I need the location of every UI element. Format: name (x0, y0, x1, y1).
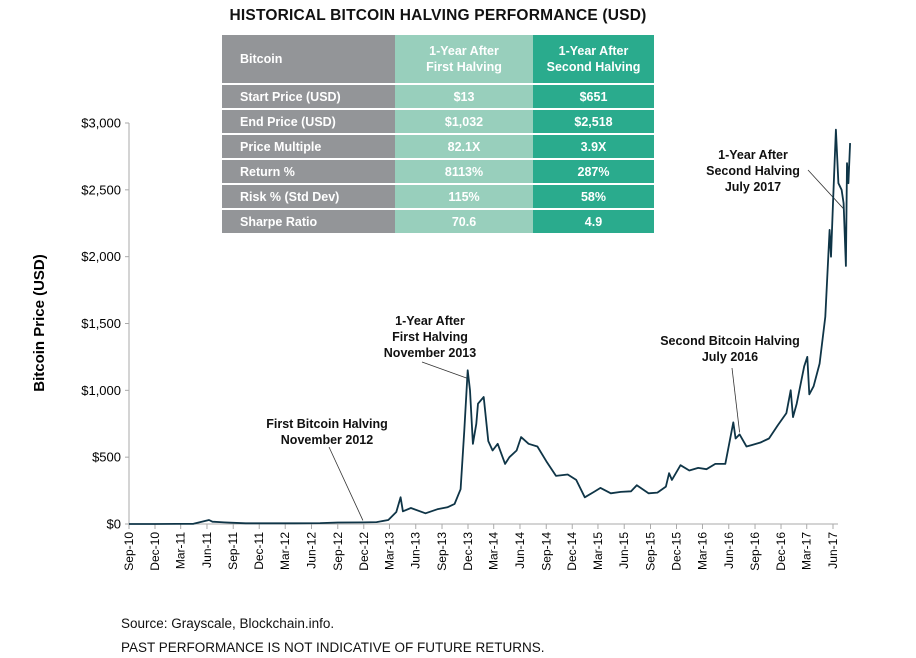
table-cell: Start Price (USD) (222, 84, 395, 110)
table-cell: 287% (533, 159, 654, 185)
x-tick-label: Jun-16 (722, 532, 736, 569)
x-tick-label: Dec-12 (357, 532, 371, 571)
y-tick-label: $500 (92, 450, 121, 465)
annotation-one-year-after-first: 1-Year After First Halving November 2013 (365, 313, 495, 361)
price-line (129, 128, 851, 525)
table-row: Start Price (USD) $13 $651 (222, 84, 654, 110)
header-line: First Halving (426, 60, 502, 74)
x-tick-label: Sep-14 (539, 532, 553, 571)
x-tick-label: Jun-14 (513, 532, 527, 569)
table-row: Return % 8113% 287% (222, 159, 654, 185)
y-tick-label: $2,500 (81, 182, 121, 197)
table-cell: 82.1X (395, 134, 533, 160)
x-tick-label: Dec-14 (565, 532, 579, 571)
x-tick-label: Mar-15 (591, 532, 605, 570)
x-tick-label: Dec-15 (669, 532, 683, 571)
annotation-line: July 2017 (724, 180, 782, 194)
x-tick-label: Jun-13 (409, 532, 423, 569)
table-cell: 115% (395, 184, 533, 210)
table-cell: Risk % (Std Dev) (222, 184, 395, 210)
header-line: Second Halving (546, 60, 641, 74)
table-cell: Sharpe Ratio (222, 209, 395, 233)
annotation-one-year-after-second: 1-Year After Second Halving July 2017 (688, 147, 818, 195)
annotation-first-halving: First Bitcoin Halving November 2012 (262, 416, 392, 448)
table-cell: $13 (395, 84, 533, 110)
annotation-line: First Bitcoin Halving (266, 417, 388, 431)
table-cell: 3.9X (533, 134, 654, 160)
x-tick-label: Sep-13 (435, 532, 449, 571)
annotation-leader-line (328, 446, 364, 521)
y-tick-label: $3,000 (81, 116, 121, 131)
chart-title: HISTORICAL BITCOIN HALVING PERFORMANCE (… (229, 7, 647, 24)
x-tick-label: Jun-17 (826, 532, 840, 569)
annotation-line: November 2012 (280, 433, 374, 447)
annotation-leaders (328, 169, 845, 521)
header-line: 1-Year After (429, 44, 499, 58)
x-tick-label: Jun-12 (304, 532, 318, 569)
annotation-line: Second Bitcoin Halving (660, 334, 800, 348)
disclaimer: PAST PERFORMANCE IS NOT INDICATIVE OF FU… (121, 640, 545, 655)
annotation-line: Second Halving (706, 164, 800, 178)
annotation-line: First Halving (392, 330, 468, 344)
table-row: Sharpe Ratio 70.6 4.9 (222, 209, 654, 233)
table-cell: 70.6 (395, 209, 533, 233)
x-tick-label: Sep-11 (226, 532, 240, 570)
y-tick-label: $1,000 (81, 383, 121, 398)
x-tick-label: Dec-13 (461, 532, 475, 571)
table-cell: Price Multiple (222, 134, 395, 160)
annotation-line: 1-Year After (718, 148, 788, 162)
annotation-leader-line (807, 169, 845, 210)
x-tick-label: Mar-17 (800, 532, 814, 570)
table-cell: $1,032 (395, 109, 533, 135)
table-row: Price Multiple 82.1X 3.9X (222, 134, 654, 160)
header-line: Bitcoin (240, 52, 283, 66)
x-tick-label: Dec-16 (774, 532, 788, 571)
x-tick-label: Mar-16 (695, 532, 709, 570)
axes (125, 122, 838, 529)
halving-performance-table: Bitcoin 1-Year After First Halving 1-Year A… (222, 35, 654, 233)
table-header-cell: 1-Year After First Halving (395, 35, 533, 85)
table-cell: End Price (USD) (222, 109, 395, 135)
table-row: Risk % (Std Dev) 115% 58% (222, 184, 654, 210)
y-tick-label: $1,500 (81, 316, 121, 331)
table-cell: Return % (222, 159, 395, 185)
table-header-row: Bitcoin 1-Year After First Halving 1-Year A… (222, 35, 654, 85)
x-tick-label: Mar-14 (487, 532, 501, 570)
table-header-cell: Bitcoin (222, 35, 395, 85)
x-tick-label: Sep-15 (644, 532, 658, 571)
annotation-line: November 2013 (383, 346, 477, 360)
x-tick-label: Dec-10 (148, 532, 162, 571)
table-header-cell: 1-Year After Second Halving (533, 35, 654, 85)
y-tick-label: $0 (107, 517, 121, 532)
x-tick-label: Sep-16 (748, 532, 762, 571)
x-tick-label: Dec-11 (252, 532, 266, 570)
x-tick-label: Mar-11 (174, 532, 188, 569)
annotation-leader-line (421, 361, 468, 379)
table-cell: 8113% (395, 159, 533, 185)
y-tick-label: $2,000 (81, 249, 121, 264)
table-cell: 4.9 (533, 209, 654, 233)
annotation-second-halving: Second Bitcoin Halving July 2016 (650, 333, 810, 365)
table-cell: $651 (533, 84, 654, 110)
annotation-line: 1-Year After (395, 314, 465, 328)
tick-labels: $0 $500 $1,000 $1,500 $2,000 $2,500 $3,000 Sep-… (81, 116, 840, 571)
table-cell: $2,518 (533, 109, 654, 135)
x-tick-label: Jun-15 (617, 532, 631, 569)
annotation-leader-line (731, 367, 741, 433)
source-note: Source: Grayscale, Blockchain.info. (121, 616, 335, 631)
table-row: End Price (USD) $1,032 $2,518 (222, 109, 654, 135)
header-line: 1-Year After (558, 44, 629, 58)
annotation-line: July 2016 (701, 350, 759, 364)
x-tick-label: Sep-12 (331, 532, 345, 571)
y-axis-title: Bitcoin Price (USD) (31, 254, 48, 392)
x-tick-label: Jun-11 (200, 532, 214, 568)
x-tick-label: Mar-12 (278, 532, 292, 570)
x-tick-label: Sep-10 (122, 532, 136, 571)
x-tick-label: Mar-13 (382, 532, 396, 570)
table-cell: 58% (533, 184, 654, 210)
